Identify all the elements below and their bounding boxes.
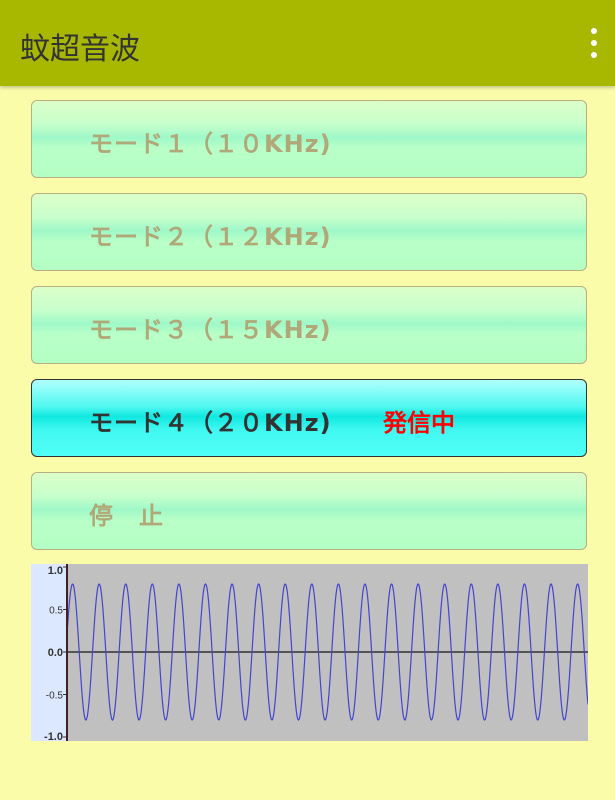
mode-1-button[interactable]: モード１（１０KHz) [31, 100, 587, 178]
button-label: モード３（１５KHz) [89, 316, 332, 344]
y-axis-panel [31, 564, 67, 741]
y-tick-label: 1.0 [48, 565, 63, 577]
waveform-chart: 1.0 0.5 0.0 -0.5 -1.0 [31, 564, 588, 741]
more-vert-icon[interactable] [589, 28, 599, 58]
y-tick-label: -1.0 [44, 731, 63, 741]
mode-3-button[interactable]: モード３（１５KHz) [31, 286, 587, 364]
app-bar: 蚊超音波 [0, 0, 615, 86]
mode-2-button[interactable]: モード２（１２KHz) [31, 193, 587, 271]
button-label: モード４（２０KHz) [89, 409, 332, 437]
y-tick-label: 0.0 [48, 647, 63, 659]
transmitting-status: 発信中 [383, 409, 455, 437]
mode-4-button[interactable]: モード４（２０KHz) 発信中 [31, 379, 587, 457]
y-tick-label: 0.5 [49, 606, 63, 617]
app-title: 蚊超音波 [20, 32, 140, 67]
button-label: モード１（１０KHz) [89, 130, 332, 158]
y-tick-label: -0.5 [46, 691, 64, 702]
wave-series [66, 583, 588, 721]
button-label: 停 止 [89, 502, 164, 530]
button-label: モード２（１２KHz) [89, 223, 332, 251]
stop-button[interactable]: 停 止 [31, 472, 587, 550]
